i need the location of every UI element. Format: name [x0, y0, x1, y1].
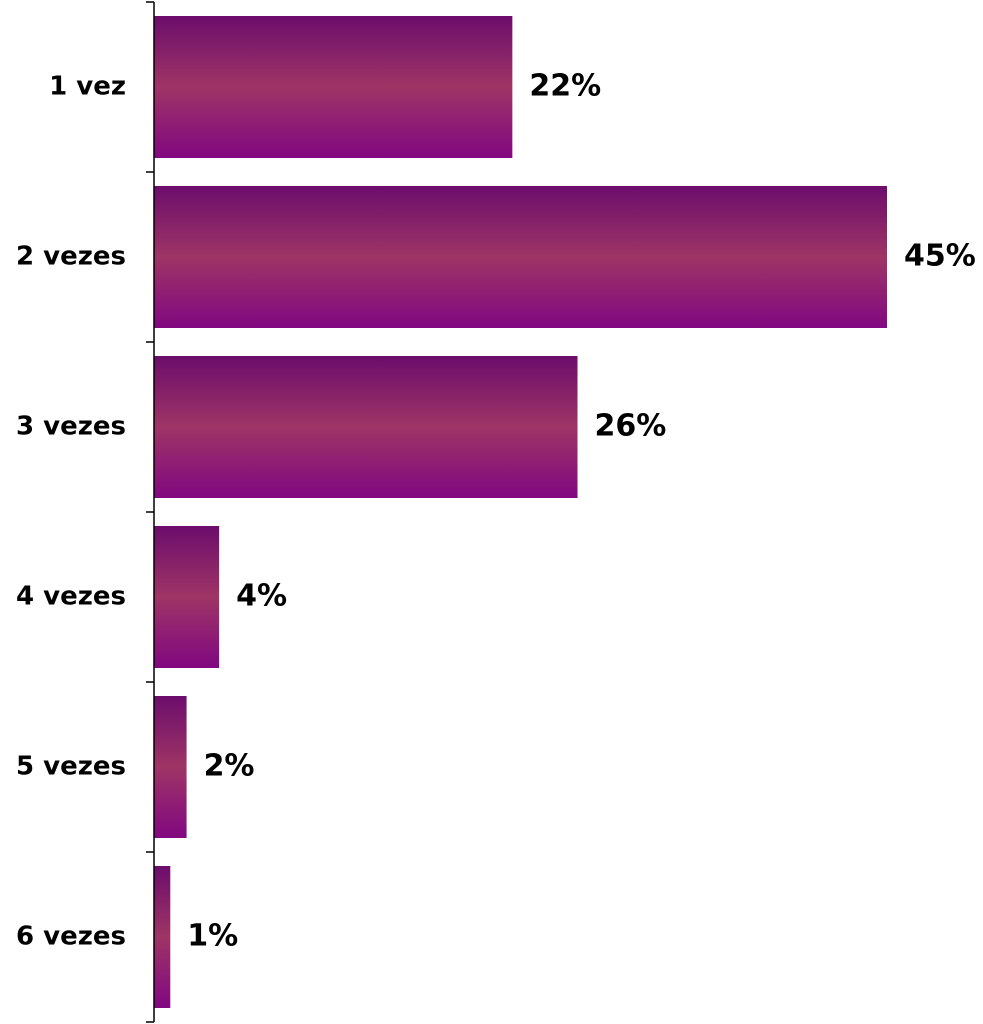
bar-4	[154, 526, 220, 668]
value-label: 1%	[187, 919, 238, 954]
category-label: 5 vezes	[16, 752, 126, 782]
category-label: 6 vezes	[16, 922, 126, 952]
value-label: 45%	[904, 239, 976, 274]
value-label: 4%	[236, 579, 287, 614]
value-label: 26%	[595, 409, 667, 444]
bar-6	[154, 866, 171, 1008]
bar-5	[154, 696, 187, 838]
bar-3	[154, 356, 578, 498]
category-labels: 1 vez 2 vezes 3 vezes 4 vezes 5 vezes 6 vezes	[16, 72, 126, 952]
value-label: 2%	[204, 749, 255, 784]
category-label: 4 vezes	[16, 582, 126, 612]
value-label: 22%	[529, 69, 601, 104]
value-labels: 22% 45% 26% 4% 2% 1%	[187, 69, 976, 954]
bar-2	[154, 186, 887, 328]
category-label: 1 vez	[49, 72, 126, 102]
y-axis	[146, 1, 155, 1023]
bar-1	[154, 16, 513, 158]
bars-layer	[154, 16, 887, 1008]
category-label: 3 vezes	[16, 412, 126, 442]
category-label: 2 vezes	[16, 242, 126, 272]
